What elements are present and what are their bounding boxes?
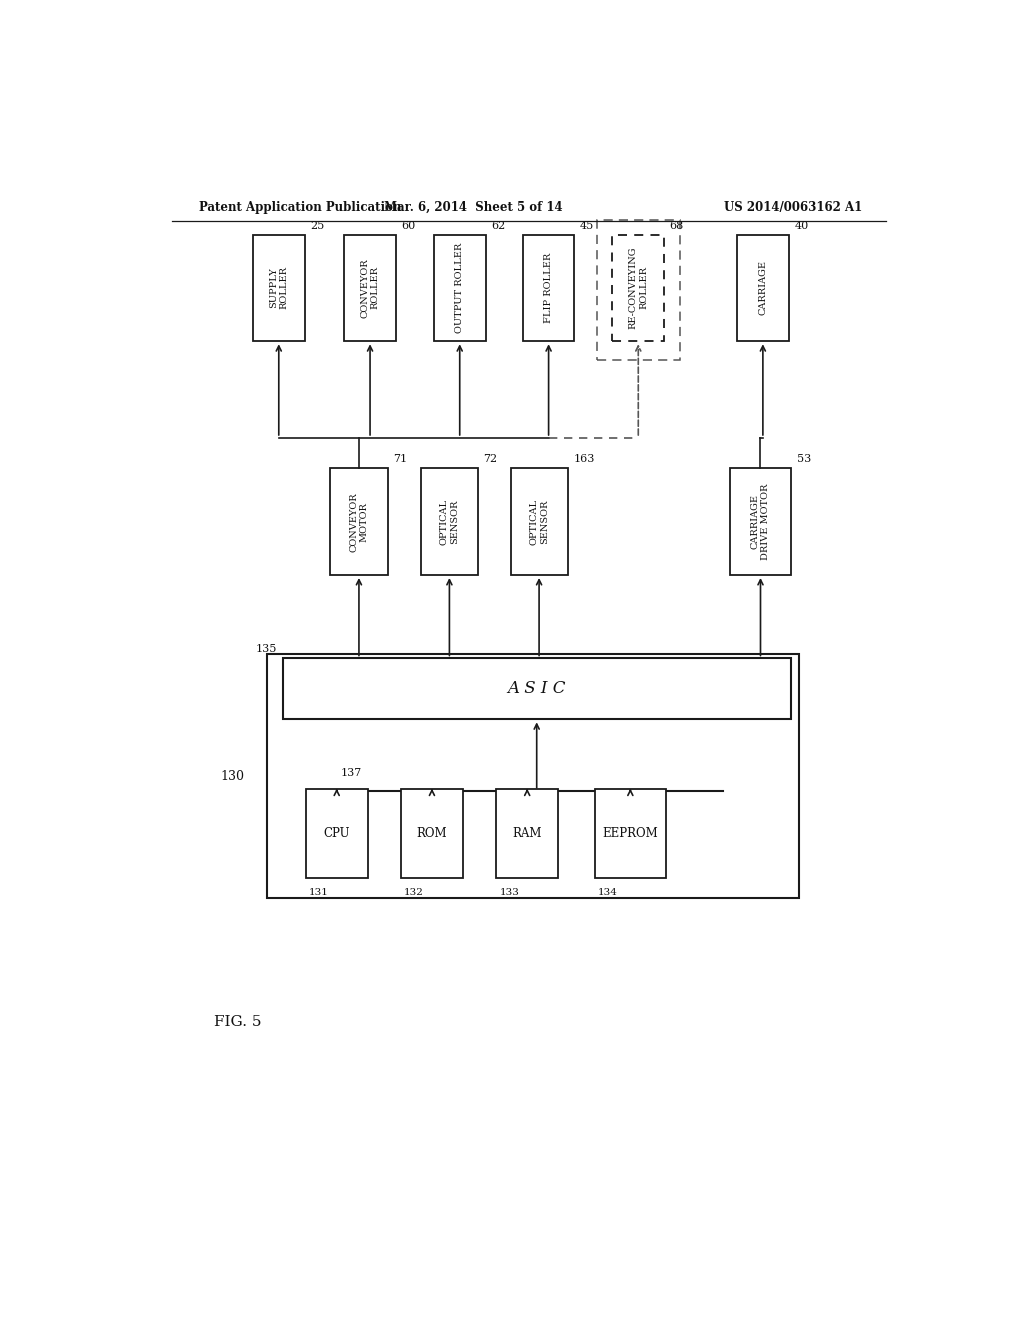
Text: 163: 163 xyxy=(573,454,595,465)
Text: Mar. 6, 2014  Sheet 5 of 14: Mar. 6, 2014 Sheet 5 of 14 xyxy=(384,201,562,214)
Bar xyxy=(523,235,574,342)
Text: RE-CONVEYING
ROLLER: RE-CONVEYING ROLLER xyxy=(629,247,648,329)
Bar xyxy=(595,788,666,878)
Bar xyxy=(331,469,387,576)
Text: CPU: CPU xyxy=(324,826,350,840)
Bar xyxy=(344,235,396,342)
Bar xyxy=(421,469,478,576)
Text: OPTICAL
SENSOR: OPTICAL SENSOR xyxy=(439,499,459,545)
Text: 60: 60 xyxy=(401,220,416,231)
Text: Patent Application Publication: Patent Application Publication xyxy=(200,201,402,214)
Bar xyxy=(401,788,463,878)
Text: 53: 53 xyxy=(797,454,811,465)
Text: RAM: RAM xyxy=(512,826,542,840)
Text: 40: 40 xyxy=(795,220,809,231)
Text: CONVEYOR
ROLLER: CONVEYOR ROLLER xyxy=(360,259,380,318)
Text: 137: 137 xyxy=(341,768,361,779)
Text: 133: 133 xyxy=(500,888,519,898)
Text: EEPROM: EEPROM xyxy=(602,826,658,840)
Text: CARRIAGE: CARRIAGE xyxy=(759,260,767,315)
Text: 68: 68 xyxy=(670,220,684,231)
Bar xyxy=(434,235,485,342)
Text: OPTICAL
SENSOR: OPTICAL SENSOR xyxy=(529,499,549,545)
Bar xyxy=(253,235,304,342)
Text: CONVEYOR
MOTOR: CONVEYOR MOTOR xyxy=(349,492,369,552)
Text: 25: 25 xyxy=(310,220,325,231)
Text: CARRIAGE
DRIVE MOTOR: CARRIAGE DRIVE MOTOR xyxy=(751,483,770,560)
Text: 45: 45 xyxy=(580,220,594,231)
Text: 135: 135 xyxy=(256,644,278,655)
Text: OUTPUT ROLLER: OUTPUT ROLLER xyxy=(456,243,464,333)
Text: 131: 131 xyxy=(309,888,329,898)
Text: 72: 72 xyxy=(483,454,498,465)
Bar xyxy=(612,235,665,342)
Text: 134: 134 xyxy=(598,888,617,898)
Bar xyxy=(267,655,799,899)
Bar xyxy=(283,659,791,719)
Bar xyxy=(597,220,680,359)
Text: 130: 130 xyxy=(221,770,245,783)
Text: SUPPLY
ROLLER: SUPPLY ROLLER xyxy=(269,267,289,309)
Text: US 2014/0063162 A1: US 2014/0063162 A1 xyxy=(724,201,862,214)
Text: A S I C: A S I C xyxy=(508,681,566,697)
Bar xyxy=(511,469,567,576)
Text: 132: 132 xyxy=(404,888,424,898)
Text: FLIP ROLLER: FLIP ROLLER xyxy=(544,253,553,323)
Text: 62: 62 xyxy=(492,220,505,231)
Bar xyxy=(737,235,788,342)
Text: ROM: ROM xyxy=(417,826,447,840)
Text: 71: 71 xyxy=(393,454,408,465)
Text: FIG. 5: FIG. 5 xyxy=(214,1015,261,1030)
Bar xyxy=(497,788,558,878)
Bar xyxy=(729,469,792,576)
Bar xyxy=(306,788,368,878)
